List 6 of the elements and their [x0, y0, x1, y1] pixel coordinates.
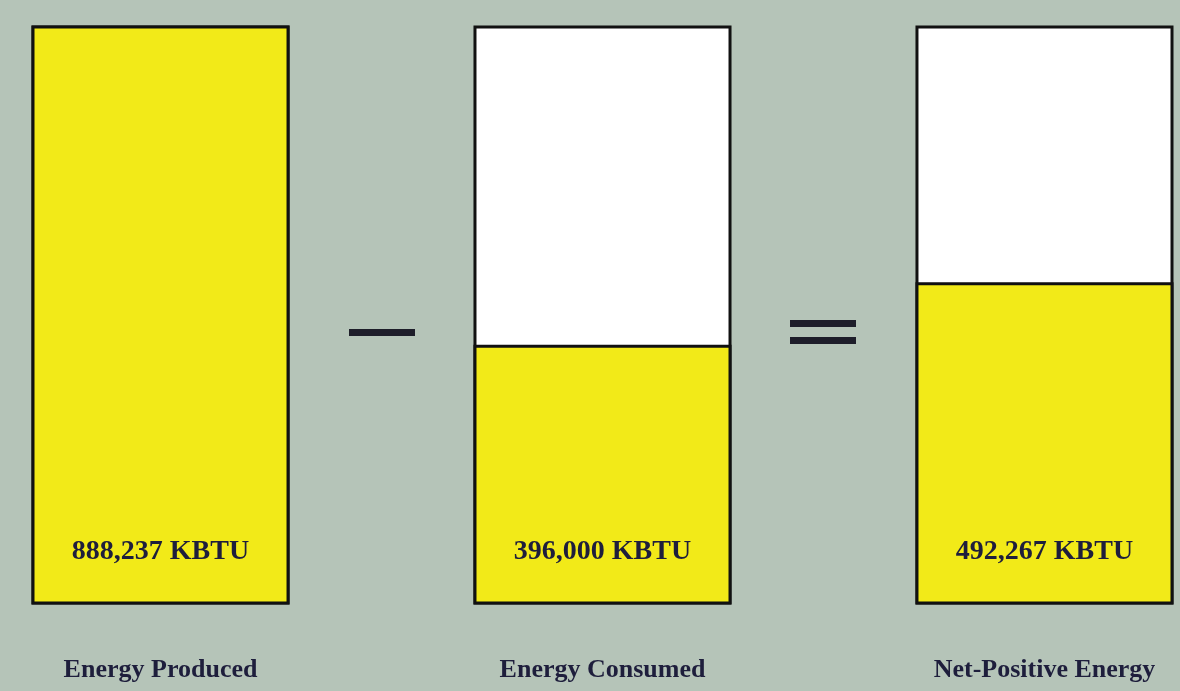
data-label: 888,237 KBTU [71, 534, 250, 565]
x-tick-label: Energy Produced [63, 653, 258, 683]
x-tick-label: Net-Positive Energy [933, 653, 1156, 683]
x-tick-label: Energy Consumed [499, 653, 706, 683]
data-label: 396,000 KBTU [513, 534, 692, 565]
data-label: 492,267 KBTU [955, 534, 1134, 565]
